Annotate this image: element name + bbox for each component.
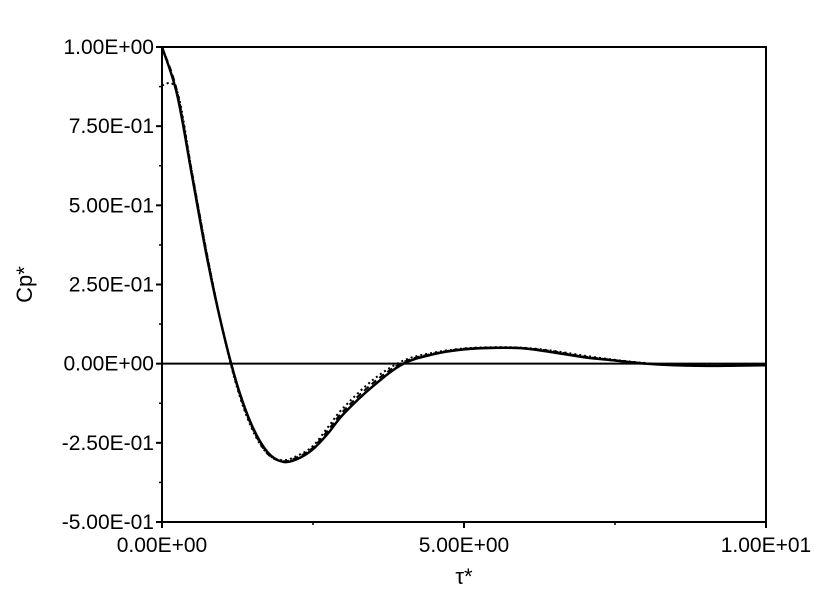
y-axis-title: Cp* <box>12 266 37 303</box>
y-tick-label-2: 5.00E-01 <box>69 194 154 217</box>
y-tick-label-1: 7.50E-01 <box>69 115 154 138</box>
series-layer <box>160 46 767 464</box>
series-line-2-dashed <box>161 46 767 463</box>
x-axis-title: τ* <box>455 564 473 589</box>
y-tick-label-3: 2.50E-01 <box>69 274 154 297</box>
x-tick-label-0: 0.00E+00 <box>117 534 208 557</box>
y-tick-label-5: -2.50E-01 <box>62 432 154 455</box>
axis-ticks <box>156 46 767 528</box>
series-line-0-solid <box>160 46 767 464</box>
y-tick-label-6: -5.00E-01 <box>62 511 154 534</box>
y-tick-label-4: 0.00E+00 <box>63 353 154 376</box>
y-tick-label-0: 1.00E+00 <box>63 36 154 59</box>
tick-labels: 1.00E+00 7.50E-01 5.00E-01 2.50E-01 0.00E+00… <box>62 36 811 557</box>
x-tick-label-1: 5.00E+00 <box>419 534 510 557</box>
series-line-1-dotted <box>161 82 767 462</box>
x-tick-label-2: 1.00E+01 <box>721 534 812 557</box>
plot-frame <box>161 46 767 523</box>
